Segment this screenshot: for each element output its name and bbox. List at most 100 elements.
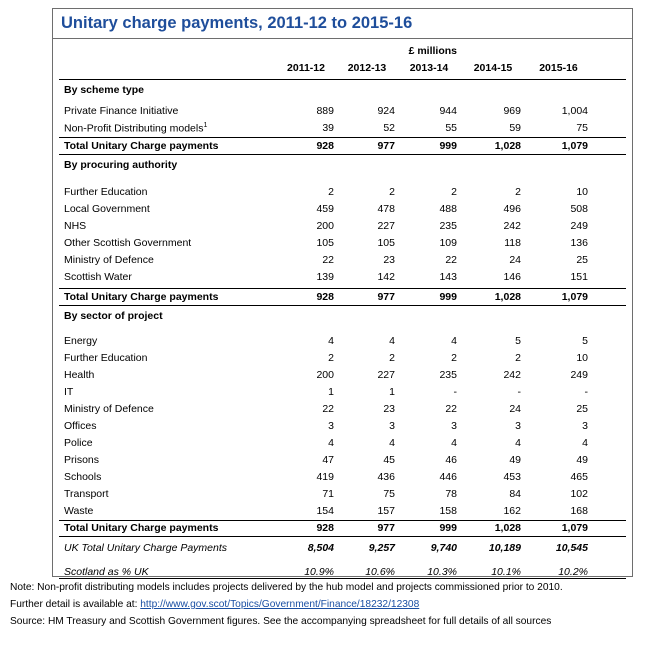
table-cell: 55 xyxy=(445,122,457,134)
table-cell: 2 xyxy=(389,352,395,364)
uk-total-label: UK Total Unitary Charge Payments xyxy=(64,542,228,554)
table-cell: 78 xyxy=(445,488,457,500)
table-cell: 5 xyxy=(582,335,588,347)
footnote-detail: Further detail is available at: http://w… xyxy=(10,599,419,610)
row-label: Private Finance Initiative xyxy=(64,105,179,117)
table-cell: 235 xyxy=(439,220,457,232)
table-cell: 3 xyxy=(451,420,457,432)
table-cell: 4 xyxy=(451,437,457,449)
table-cell: 105 xyxy=(377,237,395,249)
table-cell: 488 xyxy=(439,203,457,215)
table-cell: 5 xyxy=(515,335,521,347)
table-cell: 924 xyxy=(377,105,395,117)
scotland-pct-cell: 10.9% xyxy=(304,566,334,578)
table-cell: 24 xyxy=(509,403,521,415)
table-cell: 158 xyxy=(439,505,457,517)
row-label: Offices xyxy=(64,420,97,432)
year-header: 2011-12 xyxy=(287,62,325,74)
table-cell: 436 xyxy=(377,471,395,483)
scotland-pct-cell: 10.2% xyxy=(558,566,588,578)
table-cell: 25 xyxy=(576,403,588,415)
uk-total-cell: 9,740 xyxy=(430,542,457,554)
table-cell: 52 xyxy=(383,122,395,134)
table-cell: 84 xyxy=(509,488,521,500)
scotland-pct-label: Scotland as % UK xyxy=(64,566,149,578)
table-cell: 59 xyxy=(509,122,521,134)
row-label-text: Non-Profit Distributing models xyxy=(64,122,204,135)
total-cell: 1,079 xyxy=(561,522,588,534)
table-cell: 2 xyxy=(328,352,334,364)
table-cell: - xyxy=(584,386,589,398)
table-cell: 75 xyxy=(383,488,395,500)
total-cell: 999 xyxy=(439,522,457,534)
table-cell: 46 xyxy=(445,454,457,466)
table-cell: 4 xyxy=(389,335,395,347)
footnote-note: Note: Non-profit distributing models inc… xyxy=(10,582,563,593)
table-cell: 143 xyxy=(439,271,457,283)
table-cell: 235 xyxy=(439,369,457,381)
scotland-pct-cell: 10.6% xyxy=(365,566,395,578)
table-cell: 139 xyxy=(316,271,334,283)
total-cell: 928 xyxy=(316,140,334,152)
table-cell: 242 xyxy=(503,369,521,381)
table-cell: 453 xyxy=(503,471,521,483)
table-cell: 49 xyxy=(576,454,588,466)
table-cell: 508 xyxy=(570,203,588,215)
total-cell: 928 xyxy=(316,291,334,303)
table-cell: 3 xyxy=(582,420,588,432)
row-label: Ministry of Defence xyxy=(64,254,154,266)
table-cell: 23 xyxy=(383,254,395,266)
table-cell: 4 xyxy=(328,437,334,449)
total-label: Total Unitary Charge payments xyxy=(64,522,219,534)
table-cell: 142 xyxy=(377,271,395,283)
table-panel: Unitary charge payments, 2011-12 to 2015… xyxy=(52,8,633,579)
total-label: Total Unitary Charge payments xyxy=(64,140,219,152)
footnote-source: Source: HM Treasury and Scottish Governm… xyxy=(10,616,552,627)
row-label: Ministry of Defence xyxy=(64,403,154,415)
table-cell: - xyxy=(517,386,522,398)
table-cell: 944 xyxy=(439,105,457,117)
year-header: 2015-16 xyxy=(539,62,578,74)
detail-prefix: Further detail is available at: xyxy=(10,599,141,610)
section-heading: By procuring authority xyxy=(64,159,178,171)
table-cell: 242 xyxy=(503,220,521,232)
table-cell: 4 xyxy=(389,437,395,449)
row-label: NHS xyxy=(64,220,87,232)
table-cell: 3 xyxy=(328,420,334,432)
total-cell: 977 xyxy=(377,291,395,303)
uk-total-cell: 10,189 xyxy=(488,542,521,554)
table-cell: 4 xyxy=(582,437,588,449)
row-label: Scottish Water xyxy=(64,271,132,283)
table-cell: 45 xyxy=(383,454,395,466)
detail-link[interactable]: http://www.gov.scot/Topics/Government/Fi… xyxy=(140,599,420,610)
total-cell: 977 xyxy=(377,522,395,534)
table-cell: 22 xyxy=(322,403,334,415)
table-cell: 168 xyxy=(570,505,588,517)
table-cell: 154 xyxy=(316,505,334,517)
table-cell: 1 xyxy=(389,386,395,398)
total-cell: 999 xyxy=(439,140,457,152)
total-divider xyxy=(59,137,626,138)
table-cell: 1,004 xyxy=(561,105,588,117)
section-heading: By scheme type xyxy=(64,84,144,96)
total-cell: 1,028 xyxy=(494,522,521,534)
table-cell: 157 xyxy=(377,505,395,517)
total-cell: 1,079 xyxy=(561,291,588,303)
unit-label: £ millions xyxy=(408,45,457,57)
table-cell: 24 xyxy=(509,254,521,266)
uk-total-cell: 10,545 xyxy=(555,542,588,554)
table-cell: 23 xyxy=(383,403,395,415)
table-cell: 3 xyxy=(515,420,521,432)
section-divider xyxy=(59,154,626,155)
table-title: Unitary charge payments, 2011-12 to 2015… xyxy=(61,14,413,32)
table-cell: 2 xyxy=(515,186,521,198)
table-cell: 4 xyxy=(451,335,457,347)
table-cell: 25 xyxy=(576,254,588,266)
row-label: Health xyxy=(64,369,95,381)
table-cell: 2 xyxy=(451,352,457,364)
table-cell: 2 xyxy=(389,186,395,198)
total-cell: 999 xyxy=(439,291,457,303)
year-header: 2012-13 xyxy=(347,62,387,74)
year-header: 2014-15 xyxy=(473,62,513,74)
year-header: 2013-14 xyxy=(409,62,449,74)
